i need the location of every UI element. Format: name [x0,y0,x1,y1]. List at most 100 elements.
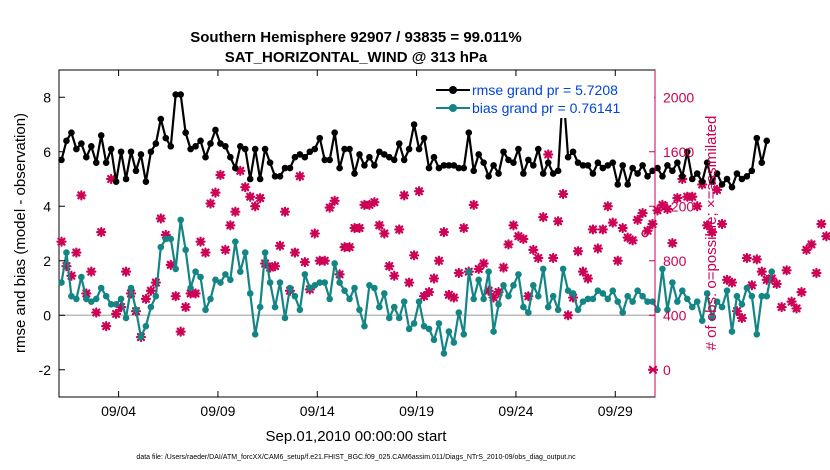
obs-marker [289,247,301,258]
series-bias-point [480,295,487,303]
series-bias-point [395,314,403,322]
series-rmse-point [659,172,666,180]
series-rmse-point [281,164,289,172]
legend: rmse grand pr = 5.7208 bias grand pr = 0… [420,78,654,118]
legend-box [420,78,654,118]
series-bias-point [271,303,279,311]
obs-marker [811,267,822,279]
series-bias-point [490,328,497,335]
series-bias-point [356,306,363,314]
obs-marker [409,250,420,261]
series-rmse-point [202,153,209,161]
series-rmse-point [614,181,622,188]
obs-marker [379,228,390,239]
series-bias-point [505,292,512,300]
x-tick-label: 09/24 [498,403,533,419]
series-bias-point [172,265,180,273]
series-bias-point [92,295,100,303]
series-rmse-point [251,145,259,153]
series-rmse-point [371,162,378,169]
series-bias-point [525,309,532,316]
series-rmse-point [425,164,433,172]
obs-marker [175,326,186,337]
series-rmse-point [102,159,110,166]
y-tick-label-left: 6 [43,144,51,160]
obs-marker [354,222,365,234]
y-tick-label-left: 8 [43,89,51,105]
legend-bias-text: bias grand pr = 0.76141 [472,100,620,116]
obs-marker [528,244,539,255]
x-axis-label: Sep.01,2010 00:00:00 start [266,428,448,445]
obs-marker [96,227,107,238]
series-rmse-point [241,145,249,153]
series-rmse-point [753,134,761,142]
legend-rmse-text: rmse grand pr = 5.7208 [472,82,618,98]
obs-marker [498,262,509,273]
obs-marker [558,188,569,200]
series-rmse-point [679,172,686,180]
series-bias-point [758,292,766,300]
obs-marker [533,252,544,264]
obs-marker [637,207,648,219]
obs-marker [736,312,748,324]
series-rmse-point [68,129,75,136]
series-bias-point [435,320,443,327]
series-bias [58,216,776,357]
y-tick-label-right: 1600 [663,144,694,160]
series-rmse-point [609,159,617,166]
obs-marker [538,212,549,223]
series-assimilated [56,149,830,374]
obs-marker [205,198,216,209]
series-bias-point [768,268,776,275]
series-rmse-point [460,164,468,172]
series-bias-point [132,306,140,314]
obs-marker [632,214,643,225]
series-bias-point [390,303,398,311]
series-bias-point [296,306,304,314]
series-bias-point [455,309,463,316]
series-rmse-point [718,181,726,188]
obs-marker [76,190,87,201]
series-bias-point [460,331,468,338]
series-rmse-point [410,121,418,128]
series-rmse-point [107,145,115,153]
series-bias-point [599,290,607,297]
obs-marker [741,252,752,264]
series-bias-point [604,295,612,303]
obs-marker [180,301,191,313]
series-bias-point [530,281,537,289]
series-bias-point [371,284,378,292]
series-bias-point [425,325,433,333]
series-bias-point [718,303,726,311]
series-bias-point [351,284,358,292]
series-bias-point [187,284,194,292]
series-bias-point [227,276,234,284]
series-rmse-point [475,151,482,158]
series-bias-point [341,287,348,295]
obs-marker [612,255,623,266]
series-bias-point [236,268,244,275]
obs-marker [453,267,464,279]
y-tick-label-right: 2000 [663,89,694,105]
series-rmse-point [58,156,65,164]
plot-area [58,69,656,398]
series-rmse-point [693,170,701,177]
series-bias-point [683,295,691,303]
series-rmse-point [127,148,135,156]
series-rmse-point [187,145,194,153]
obs-marker [240,182,251,193]
obs-marker [319,255,330,266]
series-bias-point [182,246,189,254]
obs-marker [101,321,112,332]
obs-marker [230,206,241,217]
series-rmse-point [470,167,478,175]
series-rmse-point [539,170,547,177]
series-rmse-point [495,170,502,177]
obs-marker [587,224,599,235]
series-rmse-point [480,159,487,166]
obs-marker [553,216,564,227]
series-bias-point [147,303,155,311]
series-bias-point [544,303,552,311]
series-bias-point [137,333,145,341]
series-bias-point [321,279,329,286]
